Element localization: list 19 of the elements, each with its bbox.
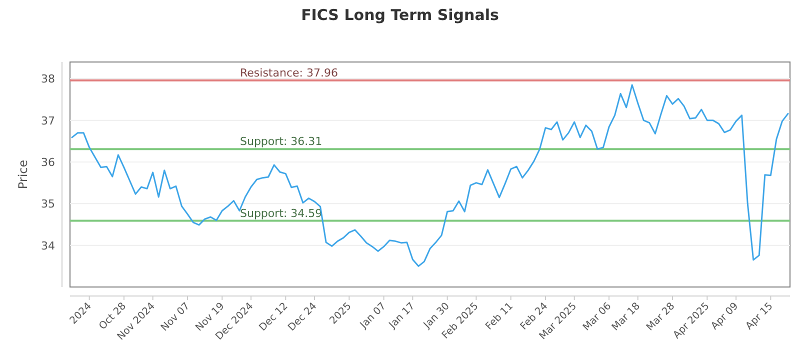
ref-line-label: Support: 34.59 — [240, 206, 322, 220]
y-tick-label: 36 — [41, 156, 55, 169]
line-series — [71, 84, 789, 267]
x-tick-label: Dec 24 — [286, 300, 320, 334]
ref-line-label: Support: 36.31 — [240, 135, 322, 148]
y-tick-label: 38 — [41, 72, 55, 86]
ref-line-label: Resistance: 37.96 — [240, 66, 338, 80]
x-tick-label: Jan 17 — [386, 300, 418, 332]
x-tick-label: Feb 11 — [484, 300, 516, 332]
x-tick-label: Apr 15 — [744, 300, 776, 332]
x-tick-label: Jan 07 — [358, 300, 388, 332]
y-axis-title: Price — [16, 160, 30, 190]
y-tick-label: 35 — [41, 198, 55, 211]
chart-title: FICS Long Term Signals — [301, 6, 499, 24]
y-tick-label: 34 — [41, 239, 55, 252]
x-tick-label: Apr 09 — [709, 300, 741, 332]
y-tick-label: 37 — [41, 114, 55, 128]
x-tick-label: Nov 07 — [159, 300, 192, 334]
x-tick-label: Mar 18 — [610, 300, 642, 334]
